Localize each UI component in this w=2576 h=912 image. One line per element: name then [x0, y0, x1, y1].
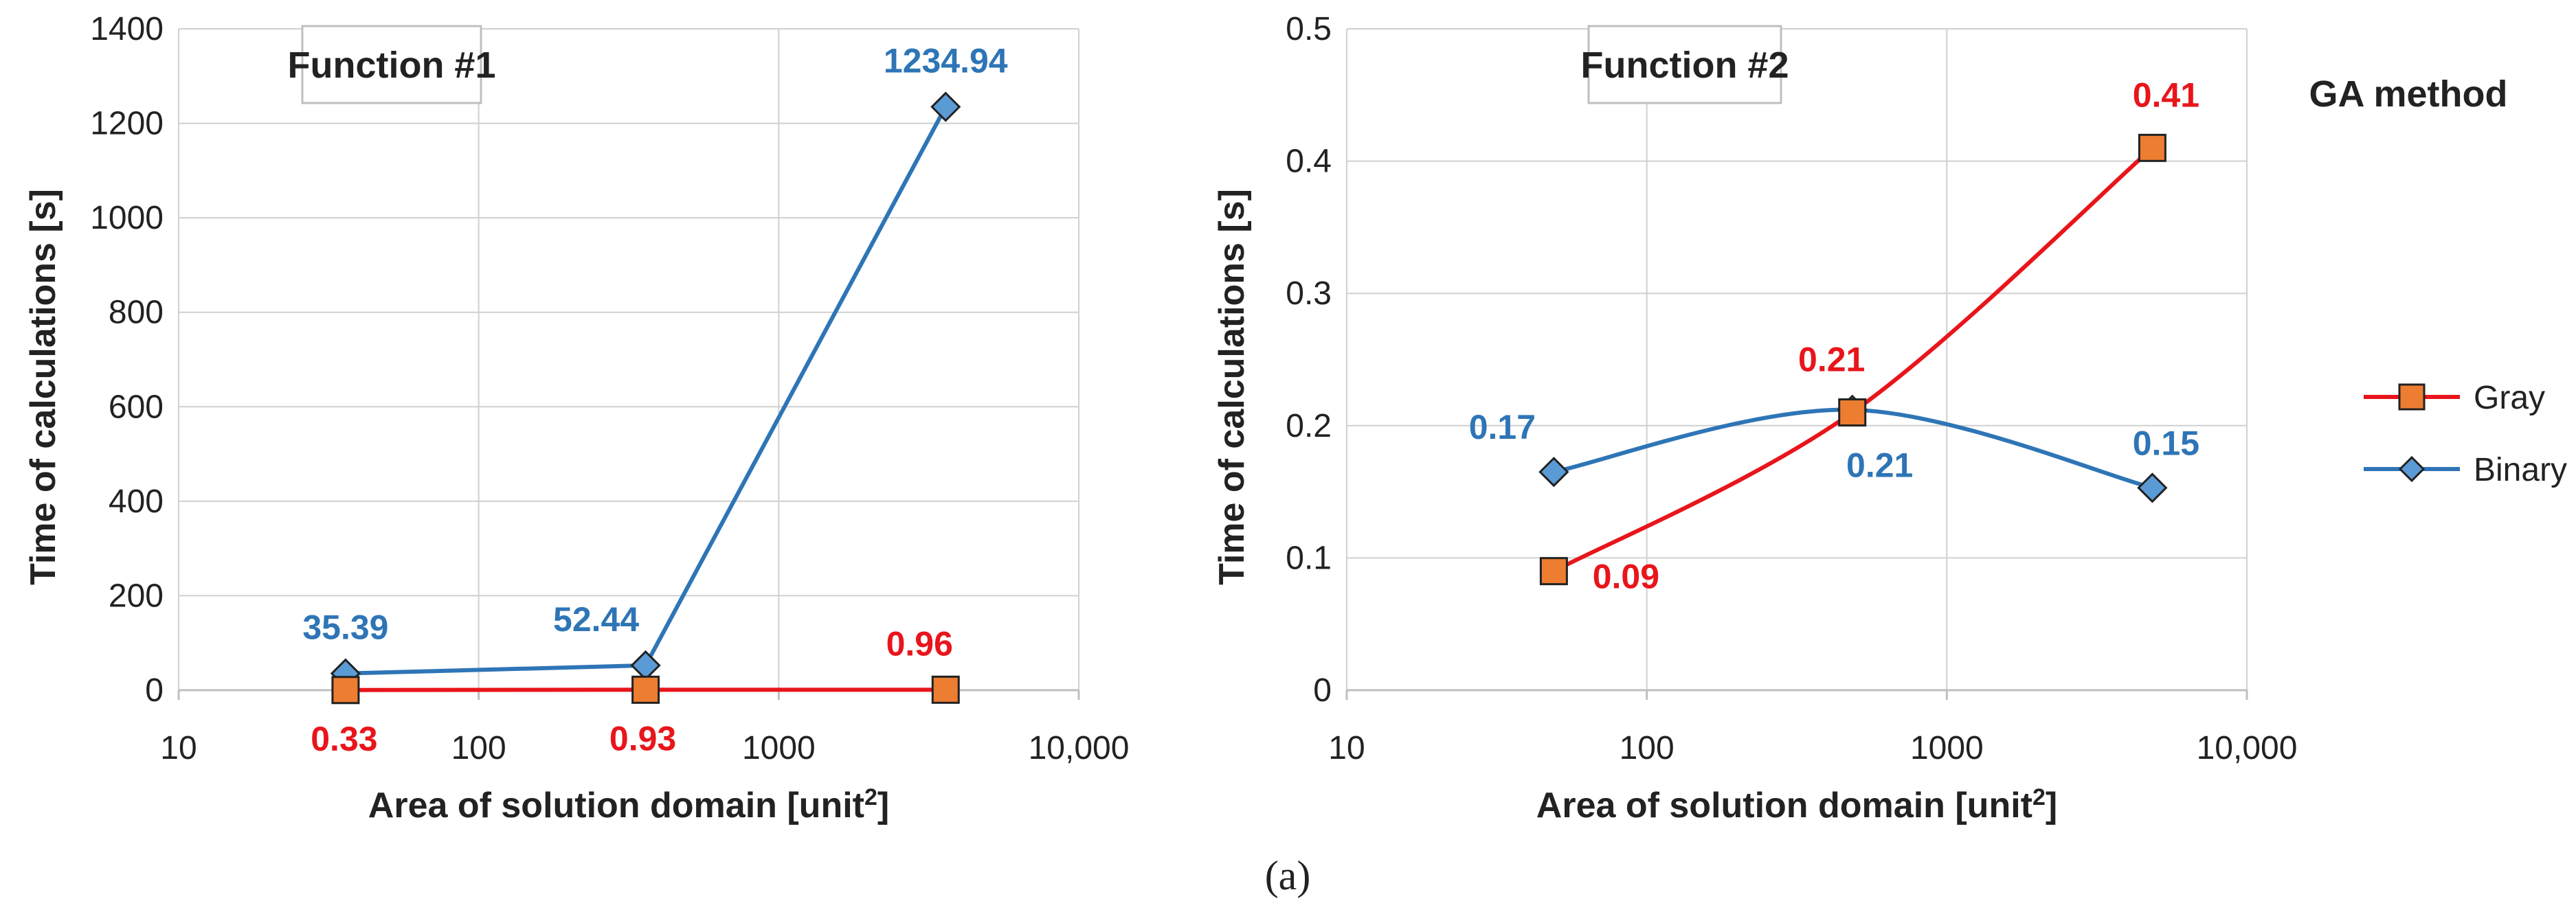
legend-title: GA method	[2309, 73, 2508, 115]
y-tick-label: 0.1	[1286, 540, 1332, 576]
chart-function-1: 0 200 400 600 800 1000 1200 1400 10 100 1000 10,000…	[23, 11, 1129, 825]
data-label-gray: 0.93	[609, 719, 676, 757]
x-tick-label: 1000	[1910, 730, 1984, 766]
data-label-gray: 0.09	[1593, 558, 1659, 596]
data-point-binary	[630, 650, 661, 681]
y-tick-label: 0.5	[1286, 11, 1332, 47]
data-label-gray: 0.96	[886, 624, 953, 663]
x-axis-label: Area of solution domain [unit2]	[1536, 784, 2057, 825]
y-tick-label: 0	[145, 672, 164, 709]
y-axis-label: Time of calculations [s]	[1212, 189, 1252, 585]
data-point-gray	[631, 675, 660, 704]
y-tick-label: 800	[109, 295, 164, 331]
legend-marker-gray	[2398, 383, 2426, 411]
figure-caption: (a)	[1265, 853, 1311, 898]
x-tick-label: 1000	[742, 730, 816, 766]
y-tick-label: 1400	[90, 11, 164, 47]
chart-function-2: 0 0.1 0.2 0.3 0.4 0.5 10 100 1000 10,000 Area of s…	[1212, 11, 2297, 825]
legend-label-binary: Binary	[2474, 452, 2567, 488]
data-point-gray	[331, 676, 360, 705]
data-label-binary: 0.15	[2133, 424, 2199, 462]
x-tick-label: 10	[1328, 730, 1365, 766]
data-point-binary	[930, 91, 961, 122]
y-axis-label: Time of calculations [s]	[23, 189, 63, 585]
chart-title-box	[1587, 25, 1782, 104]
chart-title-box	[301, 25, 482, 104]
y-tick-label: 0.4	[1286, 144, 1332, 180]
data-label-binary: 52.44	[553, 600, 639, 639]
y-tick-label: 1000	[90, 200, 164, 236]
chart-title: Function #1	[287, 45, 495, 86]
y-tick-label: 1200	[90, 106, 164, 142]
y-tick-label: 400	[109, 483, 164, 520]
x-tick-label: 100	[1620, 730, 1675, 766]
series-line-binary	[345, 106, 948, 676]
y-tick-label: 0	[1313, 672, 1332, 709]
data-label-gray: 0.33	[311, 720, 377, 758]
data-label-binary: 35.39	[302, 608, 388, 647]
data-label-gray: 0.41	[2133, 76, 2199, 114]
data-point-binary	[2137, 472, 2168, 503]
legend-label-gray: Gray	[2474, 380, 2545, 416]
x-tick-label: 10,000	[2197, 730, 2298, 766]
y-tick-label: 200	[109, 578, 164, 614]
data-label-binary: 1234.94	[884, 42, 1008, 80]
data-label-gray: 0.21	[1798, 341, 1865, 379]
data-label-binary: 0.17	[1469, 408, 1536, 446]
chart-title: Function #2	[1580, 45, 1789, 86]
data-point-binary	[1538, 457, 1569, 488]
data-label-binary: 0.21	[1846, 446, 1913, 485]
data-point-gray	[1539, 557, 1568, 586]
x-axis-label: Area of solution domain [unit2]	[368, 784, 889, 825]
y-tick-label: 0.2	[1286, 408, 1332, 444]
legend: GA method Gray Binary	[2309, 73, 2568, 488]
legend-marker-binary	[2398, 455, 2426, 483]
data-point-gray	[1838, 398, 1867, 427]
data-point-gray	[2138, 133, 2166, 162]
x-tick-label: 10,000	[1029, 730, 1130, 766]
x-tick-label: 100	[451, 730, 506, 766]
y-tick-label: 0.3	[1286, 275, 1332, 312]
data-point-gray	[931, 675, 960, 704]
y-tick-label: 600	[109, 389, 164, 425]
x-tick-label: 10	[160, 730, 197, 766]
